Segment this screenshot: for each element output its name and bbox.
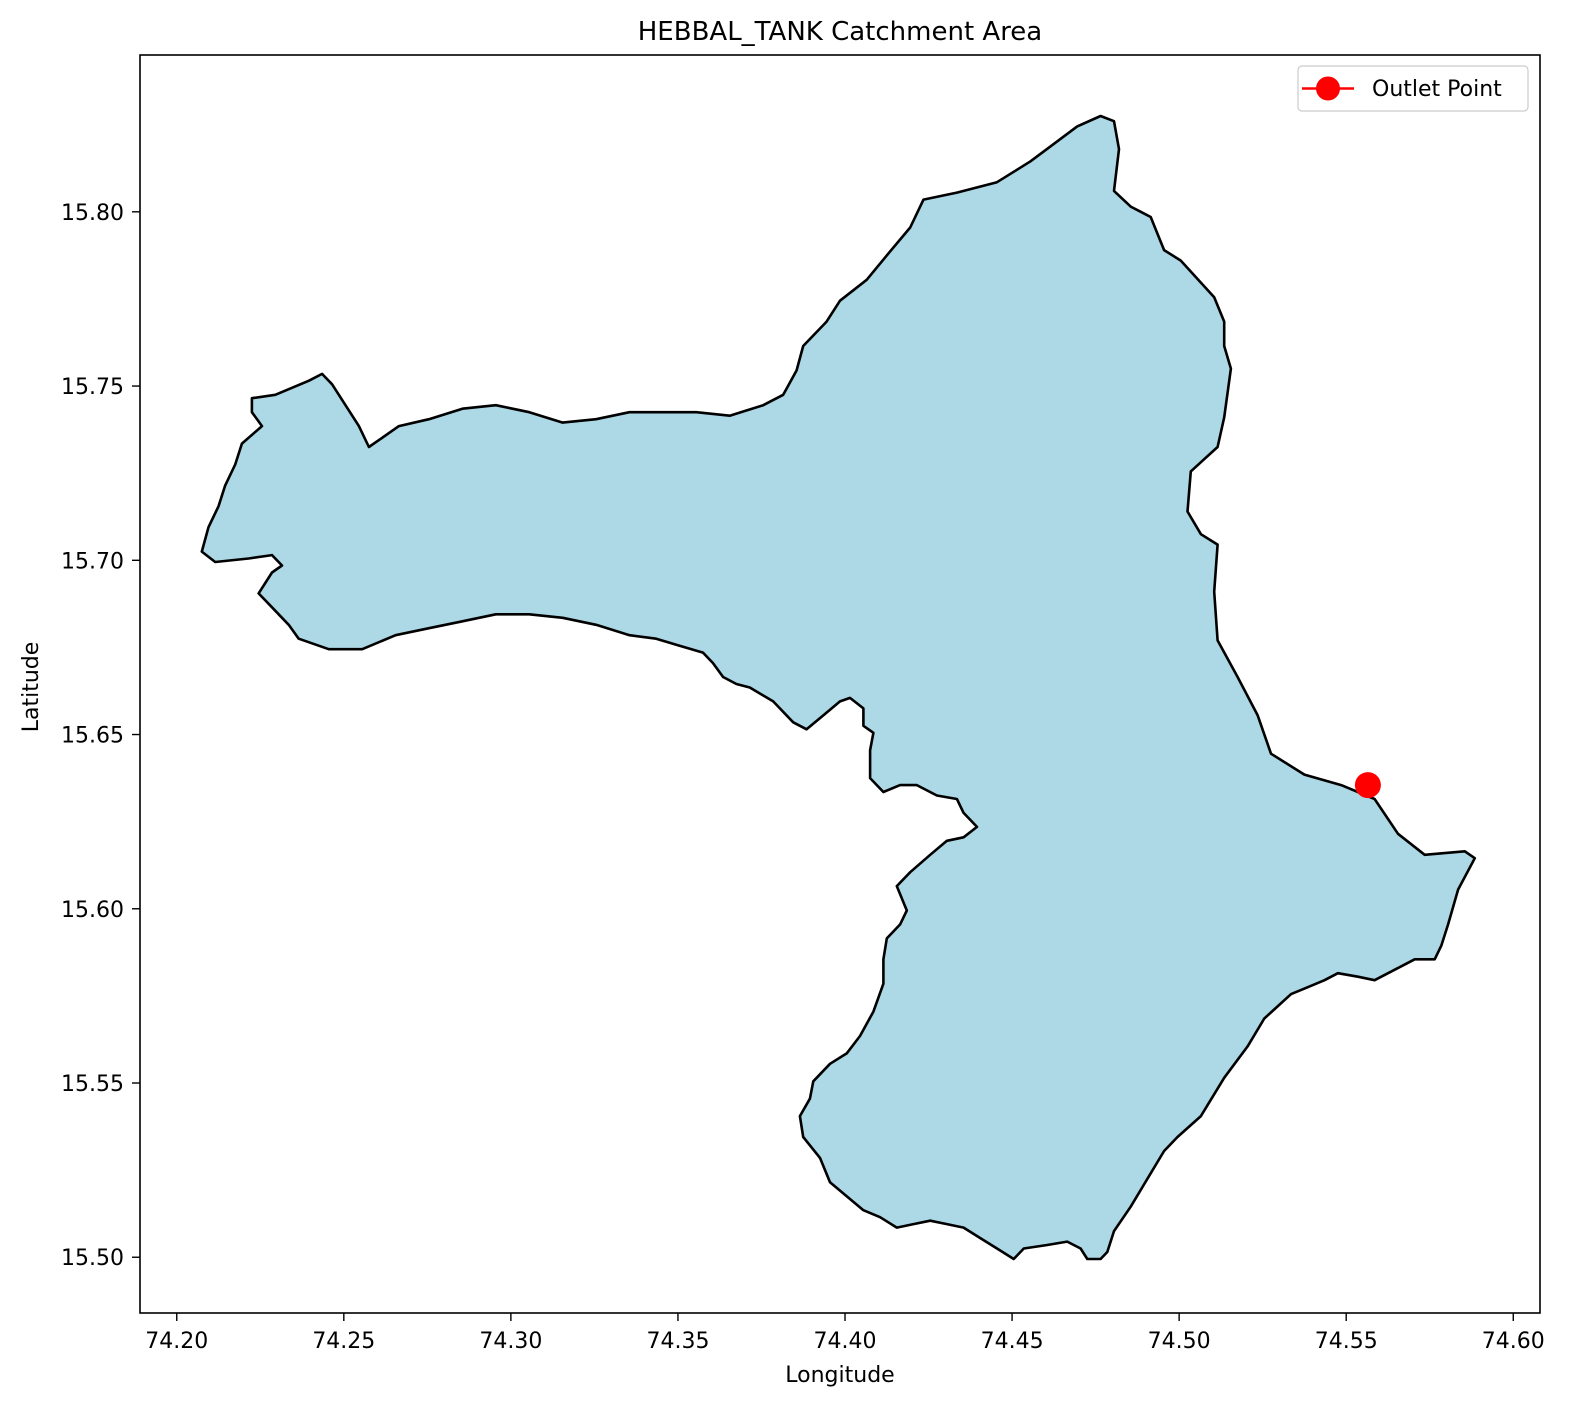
outlet-point-marker: [1354, 772, 1381, 799]
axes-frame: [139, 54, 1541, 1314]
y-axis-ticks: 15.50 15.55 15.60 15.65 15.70 15.75 15.80: [61, 201, 140, 1271]
y-tick-label: 15.65: [61, 724, 124, 749]
y-tick-label: 15.60: [61, 898, 124, 923]
catchment-polygon: [200, 114, 1477, 1261]
plot-area: [200, 114, 1477, 1261]
legend-marker-icon: [1316, 76, 1340, 101]
y-tick-label: 15.70: [61, 549, 124, 574]
x-tick-label: 74.40: [814, 1329, 877, 1354]
x-tick-label: 74.35: [646, 1329, 709, 1354]
legend: Outlet Point: [1297, 65, 1529, 112]
y-tick-label: 15.75: [61, 375, 124, 400]
y-axis-label: Latitude: [19, 642, 44, 733]
y-tick-label: 15.80: [61, 201, 124, 226]
x-tick-label: 74.25: [312, 1329, 375, 1354]
x-tick-label: 74.20: [145, 1329, 208, 1354]
x-tick-label: 74.50: [1148, 1329, 1211, 1354]
y-tick-label: 15.50: [61, 1246, 124, 1271]
x-axis-label: Longitude: [785, 1363, 894, 1388]
legend-box: [1297, 65, 1529, 112]
chart-title: HEBBAL_TANK Catchment Area: [638, 17, 1043, 47]
x-tick-label: 74.60: [1482, 1329, 1545, 1354]
x-tick-label: 74.55: [1315, 1329, 1378, 1354]
x-tick-label: 74.45: [981, 1329, 1044, 1354]
y-tick-label: 15.55: [61, 1072, 124, 1097]
x-axis-ticks: 74.20 74.25 74.30 74.35 74.40 74.45 74.50 74.55…: [145, 1313, 1545, 1354]
legend-label: Outlet Point: [1372, 77, 1502, 102]
x-tick-label: 74.30: [479, 1329, 542, 1354]
